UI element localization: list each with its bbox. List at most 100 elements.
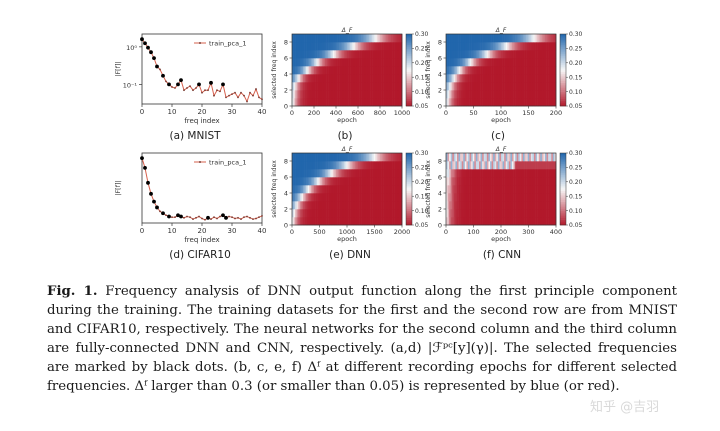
- heatmap-cell: [526, 209, 529, 218]
- heatmap-cell: [397, 82, 400, 91]
- heatmap-cell: [485, 50, 488, 59]
- heatmap-cell: [494, 201, 497, 210]
- heatmap-cell: [496, 201, 499, 210]
- heatmap-cell: [339, 185, 342, 194]
- heatmap-cell: [386, 161, 389, 170]
- colorbar-segment: [560, 199, 566, 202]
- heatmap-cell: [296, 34, 299, 43]
- heatmap-cell: [535, 90, 538, 99]
- colorbar-segment: [406, 73, 412, 76]
- heatmap-cell: [295, 209, 298, 218]
- heatmap-cell: [359, 34, 362, 43]
- heatmap-cell: [326, 153, 329, 162]
- heatmap-cell: [485, 82, 488, 91]
- colorbar-segment: [406, 75, 412, 78]
- heatmap-cell: [383, 42, 386, 51]
- heatmap-cell: [359, 169, 362, 178]
- colorbar-segment: [406, 50, 412, 53]
- colorbar-segment: [560, 165, 566, 168]
- heatmap-cell: [365, 58, 368, 67]
- heatmap-cell: [345, 209, 348, 218]
- heatmap-cell: [457, 169, 459, 178]
- heatmap-cell: [446, 209, 448, 218]
- heatmap-cell: [493, 169, 496, 178]
- heatmap-cell: [496, 50, 499, 59]
- heatmap-cell: [364, 66, 367, 75]
- heatmap-cell: [353, 90, 356, 99]
- heatmap-cell: [518, 74, 521, 83]
- heatmap-cell: [491, 193, 494, 202]
- heatmap-cell: [299, 217, 302, 226]
- data-point: [186, 215, 188, 218]
- heatmap-cell: [466, 58, 469, 67]
- data-point: [165, 80, 167, 83]
- heatmap-cell: [549, 74, 552, 83]
- heatmap-cell: [534, 169, 536, 178]
- heatmap-cell: [551, 82, 554, 91]
- heatmap-cell: [521, 42, 524, 51]
- heatmap-cell: [309, 177, 312, 186]
- heatmap-cell: [309, 217, 312, 226]
- heatmap-cell: [351, 74, 354, 83]
- heatmap-cell: [354, 161, 357, 170]
- heatmap-cell: [518, 217, 521, 226]
- heatmap-cell: [535, 169, 538, 178]
- heatmap-cell: [387, 98, 390, 107]
- heatmap-cell: [362, 217, 365, 226]
- colorbar-segment: [406, 217, 412, 220]
- y-axis-label: |F[f]|: [114, 180, 122, 195]
- heatmap-cell: [314, 185, 316, 194]
- heatmap-cell: [296, 177, 299, 186]
- heatmap-cell: [309, 161, 312, 170]
- heatmap-cell: [310, 193, 313, 202]
- heatmap-cell: [497, 201, 500, 210]
- heatmap-cell: [342, 201, 345, 210]
- heatmap-cell: [496, 169, 499, 178]
- heatmap-cell: [461, 34, 464, 43]
- heatmap-cell: [546, 217, 549, 226]
- heatmap-cell: [365, 193, 368, 202]
- heatmap-cell: [351, 66, 354, 75]
- y-tick-label: 2: [284, 87, 288, 95]
- heatmap-cell: [325, 66, 327, 75]
- heatmap-cell: [369, 209, 371, 218]
- colorbar-tick-label: 0.15: [569, 193, 583, 200]
- selected-frequency-dot: [146, 45, 150, 50]
- heatmap-cell: [526, 201, 529, 210]
- heatmap-cell: [516, 169, 519, 178]
- heatmap-cell: [521, 209, 524, 218]
- heatmap-cell: [452, 90, 455, 99]
- colorbar-segment: [560, 57, 566, 60]
- heatmap-cell: [479, 185, 481, 194]
- heatmap-cell: [538, 201, 541, 210]
- heatmap-cell: [329, 74, 332, 83]
- heatmap-cell: [386, 34, 389, 43]
- heatmap-cell: [376, 153, 379, 162]
- heatmap-cell: [543, 177, 546, 186]
- heatmap-cell: [384, 98, 387, 107]
- heatmap-cell: [372, 58, 375, 67]
- heatmap-cell: [479, 66, 481, 75]
- heatmap-cell: [326, 58, 329, 67]
- heatmap-cell: [394, 50, 397, 59]
- colorbar-segment: [560, 181, 566, 184]
- heatmap-cell: [535, 193, 538, 202]
- heatmap-cell: [312, 50, 315, 59]
- heatmap-cell: [312, 153, 315, 162]
- heatmap-cell: [540, 98, 543, 107]
- heatmap-cell: [453, 201, 456, 210]
- heatmap-cell: [343, 153, 346, 162]
- heatmap-cell: [342, 98, 345, 107]
- heatmap-cell: [502, 217, 505, 226]
- heatmap-cell: [529, 50, 532, 59]
- heatmap-cell: [299, 34, 302, 43]
- data-point: [228, 94, 230, 97]
- heatmap-cell: [508, 217, 511, 226]
- heatmap-cell: [375, 217, 378, 226]
- heatmap-cell: [395, 74, 398, 83]
- heatmap-cell: [458, 177, 461, 186]
- heatmap-cell: [499, 50, 502, 59]
- heatmap-cell: [499, 153, 502, 162]
- heatmap-cell: [538, 193, 541, 202]
- heatmap-cell: [292, 58, 294, 67]
